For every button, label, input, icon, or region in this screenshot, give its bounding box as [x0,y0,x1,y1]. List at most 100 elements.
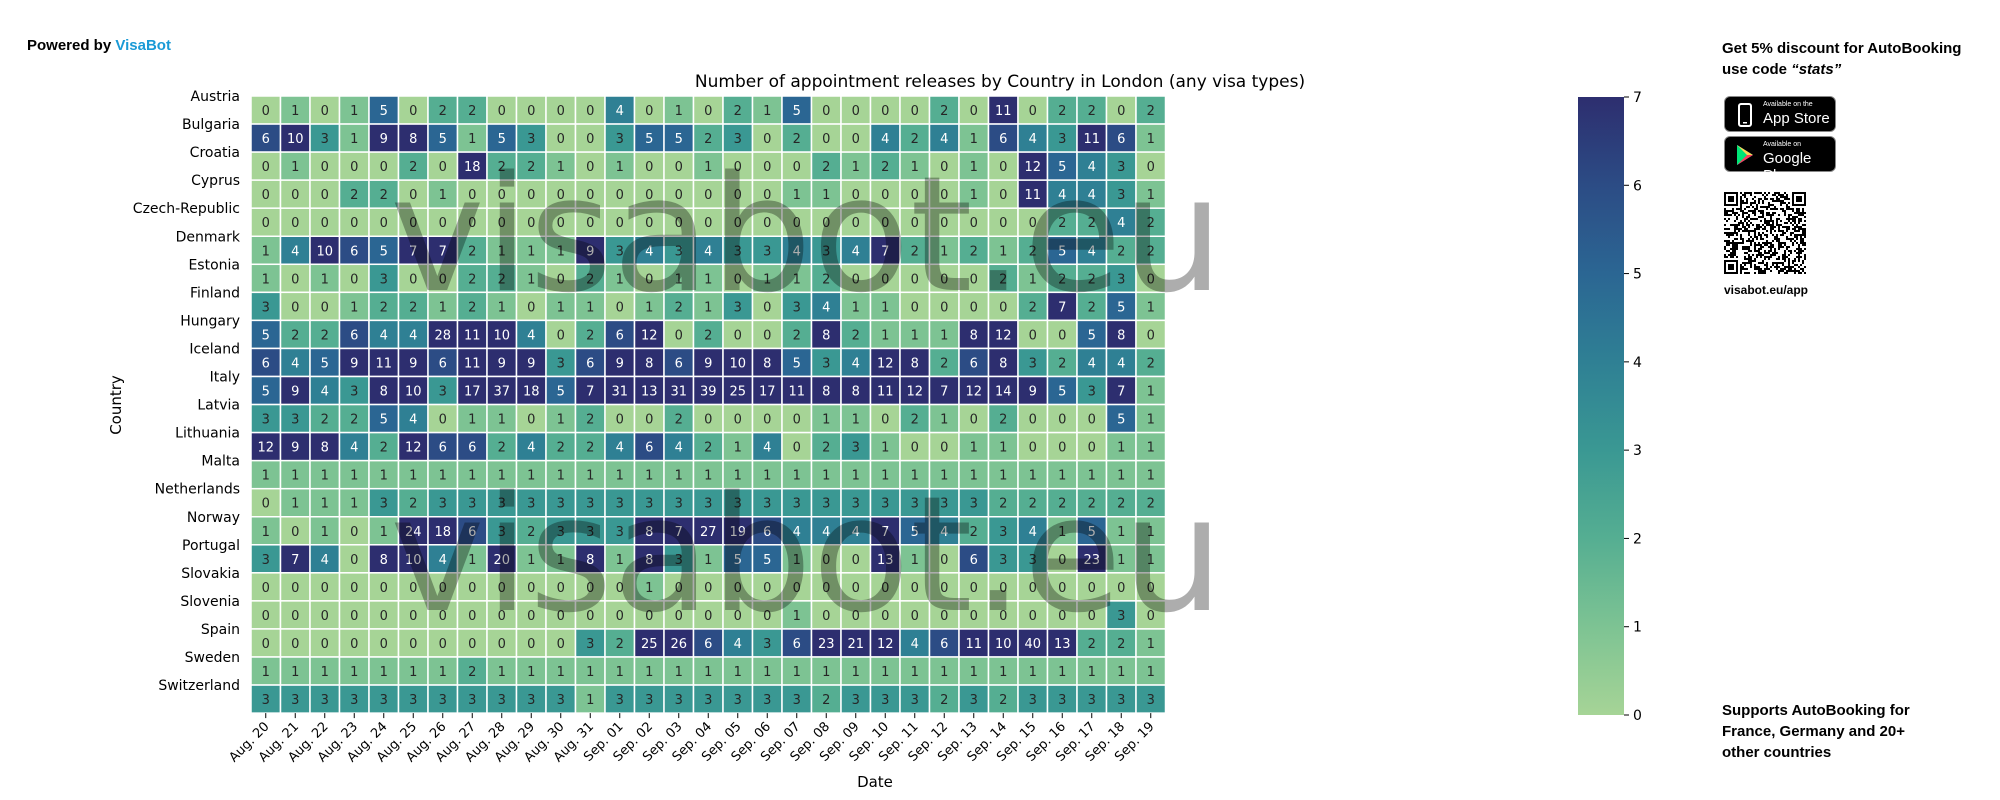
cell-value-label: 0 [616,216,624,231]
cell-value-label: 1 [616,665,624,680]
heatmap-cell [958,628,990,658]
heatmap-cell [427,431,459,462]
cell-value-label: 3 [380,693,388,708]
cell-value-label: 3 [793,497,801,512]
heatmap-cell [604,431,636,462]
cell-value-label: 5 [763,553,771,568]
cell-value-label: 1 [1117,665,1125,680]
cell-value-label: 0 [586,160,594,175]
cell-value-label: 0 [793,413,801,428]
cell-value-label: 0 [262,581,270,596]
cell-value-label: 1 [970,132,978,147]
cell-value-label: 3 [557,693,565,708]
cell-value-label: 11 [1024,188,1041,203]
cell-value-label: 19 [729,525,746,540]
cell-value-label: 2 [1088,637,1096,652]
heatmap-cell [663,207,695,237]
heatmap-cell [279,179,311,209]
cell-value-label: 0 [1058,328,1066,343]
cell-value-label: 0 [881,609,889,624]
cell-value-label: 20 [493,553,510,568]
cell-value-label: 0 [704,581,712,596]
cell-value-label: 5 [498,132,506,147]
cell-value-label: 0 [970,581,978,596]
cell-value-label: 5 [439,132,447,147]
heatmap-cell [456,572,488,602]
cell-value-label: 4 [1029,132,1037,147]
cell-value-label: 1 [262,272,270,287]
cell-value-label: 0 [940,441,948,456]
cell-value-label: 0 [1147,328,1155,343]
cell-value-label: 3 [527,693,535,708]
heatmap-cell [869,151,901,181]
cell-value-label: 0 [1029,413,1037,428]
google-play-button[interactable]: Available on Google Play [1724,136,1836,184]
cell-value-label: 1 [350,497,358,512]
cell-value-label: 1 [557,244,565,259]
cell-value-label: 5 [262,385,270,400]
heatmap-cell [368,656,400,686]
heatmap-cell [427,347,459,378]
cell-value-label: 0 [498,104,506,119]
heatmap-cell [1046,123,1078,153]
cell-value-label: 0 [380,581,388,596]
cell-value-label: 8 [763,356,771,371]
qr-code-icon[interactable] [1724,192,1806,274]
cell-value-label: 5 [645,132,653,147]
cell-value-label: 9 [498,356,506,371]
cell-value-label: 0 [1058,553,1066,568]
cell-value-label: 0 [439,216,447,231]
heatmap-cell [338,123,370,153]
cell-value-label: 5 [262,328,270,343]
cell-value-label: 4 [527,328,535,343]
cell-value-label: 0 [350,609,358,624]
cell-value-label: 0 [763,413,771,428]
cell-value-label: 1 [911,160,919,175]
heatmap-cell [1046,151,1078,181]
heatmap-cell [397,123,429,153]
y-tick-label: Spain [201,622,240,638]
supports-prefix: Supports [1722,702,1792,719]
powered-by-brand-link[interactable]: VisaBot [115,37,171,54]
cell-value-label: 2 [911,413,919,428]
heatmap-cell [1076,684,1108,714]
cell-value-label: 3 [586,525,594,540]
cell-value-label: 1 [586,300,594,315]
cell-value-label: 9 [291,385,299,400]
heatmap-cell [574,235,606,266]
cell-value-label: 1 [439,469,447,484]
cell-value-label: 0 [321,188,329,203]
cell-value-label: 1 [616,272,624,287]
cell-value-label: 3 [321,132,329,147]
heatmap-cell [604,459,636,490]
heatmap-cell [663,544,695,574]
cell-value-label: 0 [616,300,624,315]
heatmap-cell [1046,347,1078,378]
cell-value-label: 2 [999,272,1007,287]
cell-value-label: 12 [965,385,982,400]
cell-value-label: 3 [911,693,919,708]
cell-value-label: 3 [734,300,742,315]
heatmap-cell [958,375,990,406]
cell-value-label: 1 [1147,553,1155,568]
heatmap-cell [722,375,754,406]
heatmap-cell [279,600,311,630]
heatmap-cell [279,544,311,574]
app-store-button[interactable]: Available on the App Store [1724,96,1836,132]
cell-value-label: 1 [970,188,978,203]
heatmap-cell [722,235,754,266]
heatmap-cell [722,544,754,574]
heatmap-cell [1135,656,1167,686]
cell-value-label: 10 [729,356,746,371]
cell-value-label: 3 [999,525,1007,540]
heatmap-cell [545,347,577,378]
heatmap-cell [751,600,783,630]
heatmap-cell [1076,656,1108,686]
cell-value-label: 0 [557,272,565,287]
cell-value-label: 4 [1088,160,1096,175]
heatmap-cell [751,235,783,266]
cell-value-label: 0 [852,188,860,203]
heatmap-cell [1135,628,1167,658]
cell-value-label: 2 [1147,497,1155,512]
cell-value-label: 0 [645,413,653,428]
